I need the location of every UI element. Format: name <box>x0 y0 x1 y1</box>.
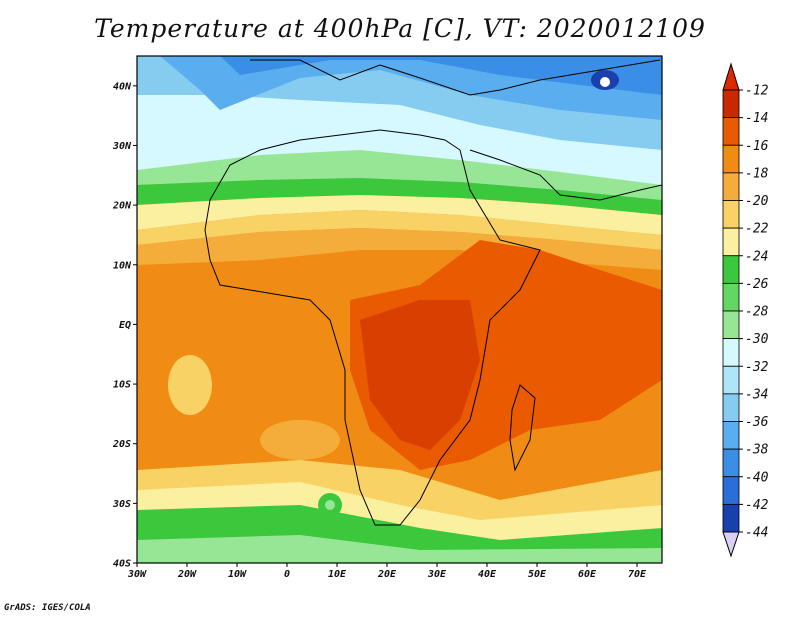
x-tick-label: 0 <box>284 569 290 580</box>
credit-text: GrADS: IGES/COLA <box>4 603 91 613</box>
x-tick-label: 10E <box>328 569 347 580</box>
colorbar-label: -38 <box>745 443 769 458</box>
x-tick-label: 20W <box>177 569 197 580</box>
colorbar-label: -34 <box>745 387 768 402</box>
colorbar-swatch <box>722 227 740 257</box>
y-tick-label: 10N <box>113 260 132 271</box>
x-tick-label: 50E <box>528 569 547 580</box>
colorbar-swatch <box>722 144 740 174</box>
colorbar-swatch <box>722 503 740 533</box>
x-tick-label: 30W <box>127 569 147 580</box>
y-tick-label: 20S <box>112 439 131 450</box>
colorbar-label: -44 <box>745 526 768 541</box>
colorbar-label: -20 <box>745 194 769 209</box>
colorbar-label: -40 <box>745 470 769 485</box>
y-tick-label: 30N <box>112 141 132 152</box>
x-tick-label: 40E <box>478 569 497 580</box>
chart-title: Temperature at 400hPa [C], VT: 202001210… <box>94 14 706 43</box>
colorbar-swatch <box>722 365 740 395</box>
colorbar-label: -22 <box>745 222 769 237</box>
colorbar-label: -26 <box>745 277 769 292</box>
colorbar-swatch <box>722 89 740 119</box>
x-tick-label: 30E <box>427 569 447 580</box>
colorbar-swatch <box>722 448 740 478</box>
x-tick-label: 20E <box>377 569 397 580</box>
colorbar-label: -32 <box>745 360 769 375</box>
colorbar-swatch <box>722 282 740 312</box>
y-tick-label: 10S <box>113 380 131 391</box>
x-tick-label: 60E <box>578 569 597 580</box>
colorbar-label: -12 <box>745 84 769 99</box>
x-tick-label: 10W <box>228 569 247 580</box>
y-tick-label: 40N <box>113 81 132 92</box>
colorbar-swatch <box>722 338 740 367</box>
x-tick-label: 70E <box>628 569 647 580</box>
colorbar-bottom-arrow <box>722 531 740 558</box>
coastlines <box>204 59 662 526</box>
colorbar-swatch <box>722 117 740 146</box>
colorbar-swatch <box>722 393 740 422</box>
colorbar-label: -28 <box>745 305 769 320</box>
colorbar-label: -30 <box>745 332 769 347</box>
colorbar-top-arrow <box>722 62 740 91</box>
colorbar-label: -16 <box>745 139 769 154</box>
colorbar-swatch <box>722 476 740 505</box>
colorbar-swatch <box>722 310 740 340</box>
colorbar-swatch <box>722 172 740 201</box>
colorbar-swatch <box>722 255 740 284</box>
plot-frame <box>136 55 663 564</box>
x-axis-ticks: 30W 20W 10W 0 10E 20E 30E 40E 50E 60E 70E <box>127 563 647 580</box>
colorbar: -12 -14 -16 -18 -20 -22 -24 -26 -28 -30 -32 -34 -36 -… <box>722 62 769 558</box>
colorbar-label: -24 <box>745 249 768 264</box>
y-axis-ticks: 40N 30N 20N 10N EQ 10S 20S 30S 40S <box>112 81 137 570</box>
temperature-field <box>137 56 662 563</box>
y-tick-label: EQ <box>119 320 131 331</box>
colorbar-label: -14 <box>745 111 768 126</box>
colorbar-label: -18 <box>745 166 769 181</box>
colorbar-swatch <box>722 200 740 229</box>
colorbar-label: -42 <box>745 498 769 513</box>
colorbar-label: -36 <box>745 415 769 430</box>
y-tick-label: 30S <box>112 499 131 510</box>
y-tick-label: 40S <box>113 559 131 570</box>
colorbar-swatch <box>722 421 740 450</box>
y-tick-label: 20N <box>112 201 132 212</box>
